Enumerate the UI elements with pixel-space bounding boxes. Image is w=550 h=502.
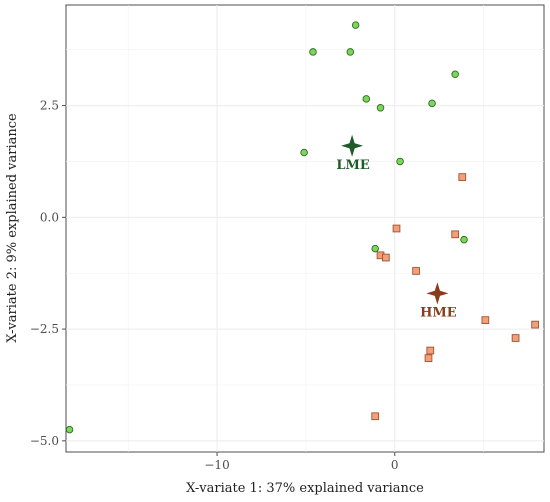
point-hme <box>371 412 380 421</box>
point-hme <box>424 354 433 362</box>
axis-ticks: −10 0 −5.0 −2.5 0.0 2.5 <box>30 99 399 472</box>
point-hme <box>382 253 390 262</box>
point-lme <box>362 95 371 103</box>
point-hme <box>451 230 460 239</box>
centroid-label-lme: LME <box>336 158 370 173</box>
point-lme <box>396 157 404 166</box>
y-tick-label: −5.0 <box>30 434 59 448</box>
y-tick-label: −2.5 <box>30 322 59 336</box>
plot-panel <box>65 4 545 453</box>
point-hme <box>511 334 520 342</box>
group-centroids: LME HME <box>336 134 457 320</box>
point-hme <box>531 320 539 329</box>
y-tick-label: 0.0 <box>40 210 59 224</box>
point-hme <box>481 316 490 324</box>
point-hme <box>426 346 435 355</box>
point-hme <box>458 173 467 181</box>
data-points <box>65 21 539 434</box>
point-lme <box>376 104 385 112</box>
point-hme <box>392 224 401 233</box>
centroid-label-hme: HME <box>420 305 457 320</box>
point-lme <box>451 70 459 79</box>
point-lme <box>460 235 468 244</box>
point-lme <box>300 148 308 157</box>
centroid-star-lme <box>341 134 364 157</box>
x-tick-label: −10 <box>204 458 229 472</box>
point-lme <box>428 99 436 108</box>
point-lme <box>371 244 379 253</box>
point-lme <box>309 48 317 56</box>
point-lme <box>65 425 74 434</box>
y-tick-label: 2.5 <box>40 99 59 113</box>
x-axis-title: X-variate 1: 37% explained variance <box>186 481 424 496</box>
point-lme <box>346 48 355 56</box>
x-tick-label: 0 <box>391 458 399 472</box>
y-axis-title: X-variate 2: 9% explained variance <box>5 113 20 343</box>
centroid-star-hme <box>426 282 449 305</box>
point-lme <box>351 21 360 29</box>
point-hme <box>412 267 420 275</box>
